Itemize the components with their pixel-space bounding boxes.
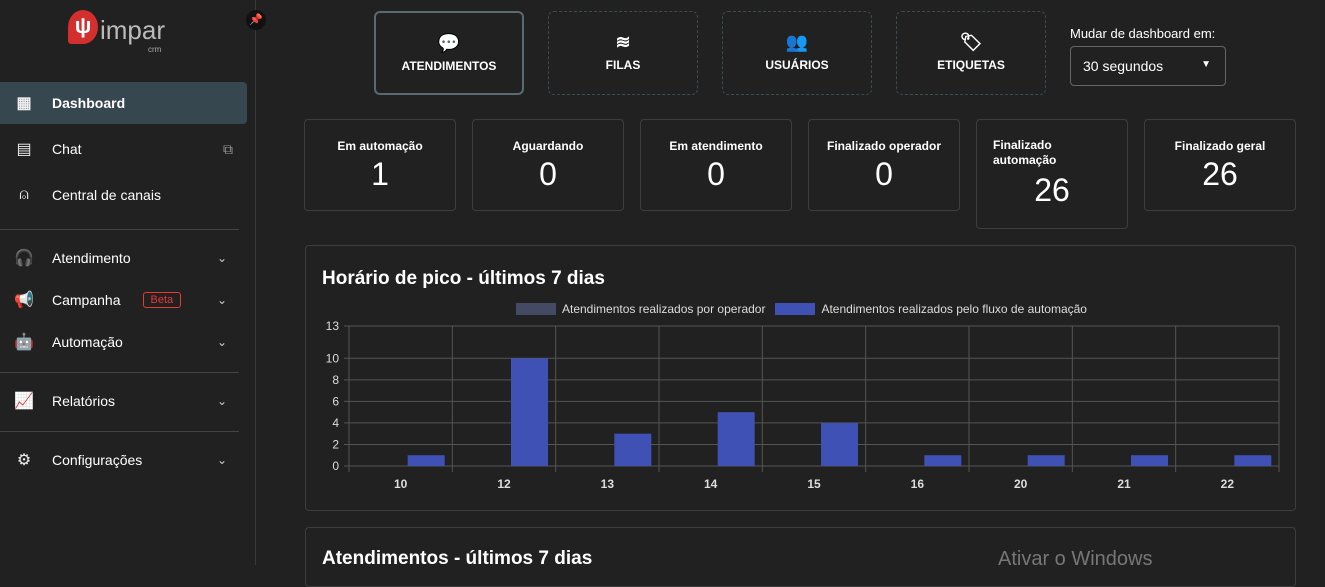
chevron-down-icon[interactable]: ⌄ [216, 453, 227, 467]
refresh-label: Mudar de dashboard em: [1070, 26, 1216, 41]
refresh-select[interactable]: 30 segundos ▼ [1070, 46, 1226, 86]
refresh-interval: Mudar de dashboard em: 30 segundos ▼ [1070, 26, 1226, 86]
sidebar-item-label: Automação [52, 334, 123, 350]
sidebar-item-6[interactable]: 📈 Relatórios ⌄ [0, 380, 247, 422]
bar [1131, 455, 1168, 466]
sidebar-item-label: Atendimento [52, 250, 131, 266]
stat-card: Aguardando 0 [472, 119, 624, 211]
divider [0, 431, 239, 432]
stat-card: Em automação 1 [304, 119, 456, 211]
x-tick-label: 12 [497, 477, 511, 491]
antenna-icon: ⍝ [19, 186, 29, 203]
robot-icon: 🤖 [14, 334, 34, 351]
sidebar-item-0[interactable]: ▦ Dashboard [0, 82, 247, 124]
y-tick-label: 8 [332, 373, 339, 387]
pin-icon[interactable]: 📌 [246, 10, 266, 30]
y-tick-label: 10 [326, 351, 340, 365]
tab-3[interactable]: 🏷 ETIQUETAS [896, 11, 1046, 95]
legend-swatch[interactable] [775, 303, 816, 315]
stat-card: Finalizado automação 26 [976, 119, 1128, 229]
chat-icon: ▤ [16, 141, 32, 158]
bar [614, 433, 652, 466]
sidebar-item-2[interactable]: ⍝ Central de canais [0, 174, 247, 216]
bar [407, 455, 445, 466]
chevron-down-icon[interactable]: ⌄ [216, 293, 227, 307]
peak-hours-panel: Horário de pico - últimos 7 dias Atendim… [305, 245, 1296, 511]
dropdown-arrow-icon: ▼ [1201, 59, 1211, 70]
x-tick-label: 15 [807, 477, 821, 491]
y-tick-label: 6 [332, 394, 339, 408]
panel-title: Atendimentos - últimos 7 dias [322, 548, 593, 569]
chart-icon: 📈 [14, 393, 34, 410]
sidebar-item-label: Central de canais [52, 187, 161, 203]
legend-swatch[interactable] [516, 303, 556, 315]
chevron-down-icon[interactable]: ⌄ [216, 394, 227, 408]
legend-label[interactable]: Atendimentos realizados pelo fluxo de au… [821, 302, 1087, 316]
x-tick-label: 16 [911, 477, 925, 491]
tab-1[interactable]: ≋ FILAS [548, 11, 698, 95]
external-link-icon[interactable]: ⧉ [223, 140, 233, 157]
x-tick-label: 20 [1014, 477, 1028, 491]
sidebar: ψ impar crm ▦ Dashboard ▤ Chat ⧉ ⍝ Central de ca… [0, 0, 256, 565]
tab-0[interactable]: 💬 ATENDIMENTOS [374, 11, 524, 95]
beta-badge: Beta [142, 292, 182, 308]
megaphone-icon: 📢 [14, 292, 34, 309]
stat-card: Finalizado geral 26 [1144, 119, 1296, 211]
y-tick-label: 4 [332, 416, 339, 430]
sidebar-item-1[interactable]: ▤ Chat ⧉ [0, 128, 247, 170]
sidebar-item-label: Relatórios [52, 393, 116, 409]
sidebar-item-label: Chat [52, 141, 82, 157]
bar [1234, 455, 1272, 466]
bar [821, 422, 858, 466]
layers-icon: ≋ [615, 32, 631, 52]
stat-card: Finalizado operador 0 [808, 119, 960, 211]
chart-title: Horário de pico - últimos 7 dias [322, 268, 605, 289]
headset-icon: 🎧 [14, 250, 34, 267]
chevron-down-icon[interactable]: ⌄ [216, 335, 227, 349]
sidebar-item-4[interactable]: 📢 Campanha Beta ⌄ [0, 279, 247, 321]
bar [924, 455, 962, 466]
chevron-down-icon[interactable]: ⌄ [216, 251, 227, 265]
divider [0, 372, 239, 373]
x-tick-label: 10 [394, 477, 408, 491]
tag-icon: 🏷 [959, 32, 983, 52]
dashboard-icon: ▦ [16, 95, 32, 112]
bar [511, 358, 548, 466]
chart-legend: Atendimentos realizados por operador Aten… [516, 302, 1087, 316]
sidebar-item-5[interactable]: 🤖 Automação ⌄ [0, 321, 247, 363]
users-icon: 👥 [785, 32, 809, 52]
x-tick-label: 21 [1117, 477, 1131, 491]
bar-chart: 0 2 4 6 8 10 13 10 12 13 14 15 16 20 21 22 [326, 319, 1280, 491]
y-tick-label: 2 [332, 437, 339, 451]
sidebar-item-3[interactable]: 🎧 Atendimento ⌄ [0, 237, 247, 279]
bar [1027, 455, 1065, 466]
sidebar-item-label: Configurações [52, 452, 143, 468]
sidebar-item-label: Dashboard [52, 95, 126, 111]
divider [0, 229, 239, 230]
chat-icon: 💬 [437, 33, 461, 53]
sidebar-item-7[interactable]: ⚙ Configurações ⌄ [0, 439, 247, 481]
legend-label[interactable]: Atendimentos realizados por operador [562, 302, 766, 316]
sidebar-item-label: Campanha [52, 292, 121, 308]
x-tick-label: 22 [1221, 477, 1235, 491]
x-tick-label: 13 [601, 477, 615, 491]
logo: ψ impar crm [68, 10, 178, 58]
x-tick-label: 14 [704, 477, 718, 491]
y-tick-label: 0 [332, 459, 339, 473]
bar [717, 412, 755, 466]
tab-2[interactable]: 👥 USUÁRIOS [722, 11, 872, 95]
settings-icon: ⚙ [16, 452, 32, 469]
stat-card: Em atendimento 0 [640, 119, 792, 211]
y-tick-label: 13 [326, 319, 340, 333]
windows-watermark: Ativar o Windows [998, 548, 1153, 570]
